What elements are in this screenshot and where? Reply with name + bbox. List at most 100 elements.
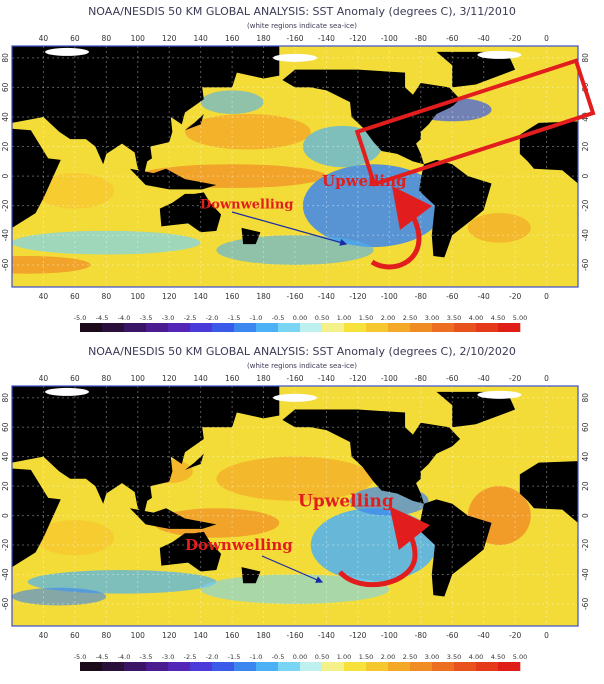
- lon-label: 180: [256, 34, 271, 43]
- lon-label: -160: [286, 374, 303, 383]
- colorbar-swatch: [344, 323, 367, 332]
- lat-label: 40: [1, 452, 10, 462]
- upwelling-arrow: [338, 506, 431, 588]
- colorbar-label: 1.50: [359, 314, 373, 322]
- lon-label: 160: [225, 34, 240, 43]
- colorbar-swatch: [256, 323, 279, 332]
- colorbar-label: 0.00: [293, 653, 307, 661]
- lon-label: 120: [162, 34, 177, 43]
- colorbar-swatch: [190, 662, 213, 671]
- lon-label: -100: [381, 34, 398, 43]
- lat-label: 40: [1, 112, 10, 122]
- land: [241, 567, 261, 584]
- colorbar-label: 1.50: [359, 653, 373, 661]
- lon-label: -80: [415, 631, 427, 640]
- sea-ice: [45, 387, 90, 396]
- map-frame: [11, 45, 579, 288]
- colorbar-swatch: [410, 323, 433, 332]
- lon-label: 60: [70, 374, 80, 383]
- lon-label: 140: [194, 34, 209, 43]
- lon-label: -60: [446, 631, 458, 640]
- map-subtitle: (white regions indicate sea-ice): [247, 22, 357, 30]
- sst-anomaly-region: [153, 508, 280, 538]
- colorbar-swatch: [366, 323, 389, 332]
- colorbar-label: -1.5: [228, 653, 241, 661]
- lat-label: -40: [581, 568, 590, 580]
- colorbar-swatch: [234, 323, 257, 332]
- colorbar-swatch: [322, 662, 345, 671]
- lat-label: 0: [1, 174, 10, 179]
- colorbar-label: -1.0: [250, 314, 263, 322]
- land: [129, 508, 217, 529]
- sea-ice: [477, 390, 522, 399]
- lat-label: -20: [581, 539, 590, 551]
- colorbar-swatch: [102, 662, 125, 671]
- colorbar-label: -4.0: [118, 653, 131, 661]
- colorbar-swatch: [410, 662, 433, 671]
- colorbar-swatch: [80, 323, 103, 332]
- lon-label: -60: [446, 374, 458, 383]
- lon-label: -120: [349, 374, 366, 383]
- sea-ice: [273, 53, 317, 62]
- lon-label: -80: [415, 34, 427, 43]
- lon-label: 120: [162, 292, 177, 301]
- land: [436, 391, 516, 428]
- land: [12, 128, 61, 228]
- colorbar-swatch: [366, 662, 389, 671]
- land: [241, 227, 261, 245]
- lat-label: 40: [581, 452, 590, 462]
- lon-label: 80: [102, 34, 112, 43]
- land: [419, 159, 492, 258]
- land: [436, 51, 516, 88]
- sst-anomaly-region: [216, 235, 374, 265]
- lat-label: 0: [1, 513, 10, 518]
- colorbar-swatch: [388, 662, 411, 671]
- lat-label: 20: [581, 481, 590, 491]
- colorbar-swatch: [454, 662, 477, 671]
- lat-label: -60: [1, 598, 10, 610]
- colorbar-label: -3.0: [162, 314, 175, 322]
- lon-label: -20: [509, 34, 521, 43]
- lon-label: -20: [509, 292, 521, 301]
- lon-label: 60: [70, 34, 80, 43]
- lon-label: 180: [256, 374, 271, 383]
- sst-anomaly-region: [467, 213, 531, 243]
- lon-label: 120: [162, 374, 177, 383]
- lon-label: 80: [102, 631, 112, 640]
- colorbar-label: 1.00: [337, 314, 351, 322]
- sst-anomaly-region: [27, 570, 217, 594]
- lon-label: 100: [131, 374, 146, 383]
- colorbar-swatch: [124, 323, 147, 332]
- lon-label: -60: [446, 292, 458, 301]
- lon-label: -140: [318, 374, 335, 383]
- lat-label: -60: [581, 258, 590, 270]
- colorbar-swatch: [300, 662, 323, 671]
- sst-anomaly-region: [200, 574, 390, 604]
- colorbar-swatch: [322, 323, 345, 332]
- lat-label: 60: [1, 422, 10, 432]
- lon-label: -60: [446, 34, 458, 43]
- annotation-upwelling: Upwelling: [298, 492, 394, 512]
- colorbar-label: -4.5: [96, 653, 109, 661]
- colorbar-swatch: [344, 662, 367, 671]
- colorbar-swatch: [432, 662, 455, 671]
- lon-label: 40: [39, 34, 49, 43]
- colorbar-label: -2.0: [206, 653, 219, 661]
- colorbar-swatch: [168, 662, 191, 671]
- lat-label: -20: [1, 539, 10, 551]
- colorbar-swatch: [190, 323, 213, 332]
- lon-label: -140: [318, 34, 335, 43]
- lon-label: -100: [381, 374, 398, 383]
- sst-anomaly-region: [35, 173, 115, 209]
- map: [12, 46, 578, 287]
- colorbar-label: 0.00: [293, 314, 307, 322]
- colorbar-swatch: [476, 323, 499, 332]
- lat-label: 80: [581, 53, 590, 63]
- sea-ice: [45, 47, 90, 56]
- lon-label: 100: [131, 292, 146, 301]
- highlight-box: [354, 58, 596, 187]
- lon-label: -40: [478, 631, 490, 640]
- colorbar-label: 3.50: [447, 653, 461, 661]
- colorbar-swatch: [80, 662, 103, 671]
- colorbar-label: -2.0: [206, 314, 219, 322]
